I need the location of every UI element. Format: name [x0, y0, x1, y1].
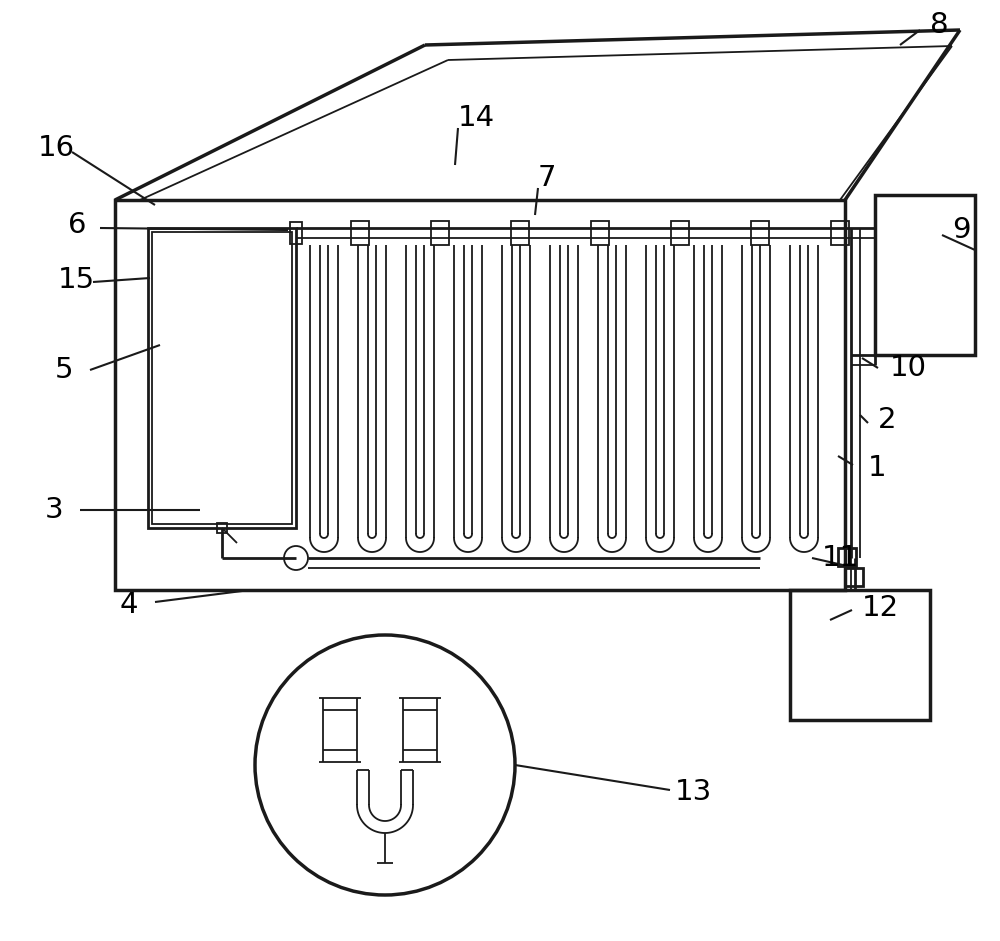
Bar — [431, 221, 449, 245]
Bar — [152, 232, 292, 524]
Text: 16: 16 — [38, 134, 75, 162]
Text: 4: 4 — [120, 591, 138, 619]
Bar — [290, 222, 302, 244]
Bar — [751, 221, 769, 245]
Bar — [838, 548, 856, 566]
Bar — [831, 221, 849, 245]
Text: 6: 6 — [68, 211, 87, 239]
Text: 7: 7 — [538, 164, 556, 192]
Bar — [671, 221, 689, 245]
Bar — [790, 590, 930, 720]
Text: 2: 2 — [878, 406, 896, 434]
Text: 5: 5 — [55, 356, 74, 384]
Text: 9: 9 — [952, 216, 970, 244]
Bar — [591, 221, 609, 245]
Text: 1: 1 — [868, 454, 887, 482]
Text: 8: 8 — [930, 11, 949, 39]
Text: 14: 14 — [458, 104, 495, 132]
Bar — [217, 523, 227, 533]
Bar — [148, 228, 296, 528]
Bar — [351, 221, 369, 245]
Bar — [511, 221, 529, 245]
Text: 10: 10 — [890, 354, 927, 382]
Text: 11: 11 — [822, 544, 859, 572]
Text: 13: 13 — [675, 778, 712, 806]
Bar — [845, 568, 863, 586]
Bar — [875, 195, 975, 355]
Text: 12: 12 — [862, 594, 899, 622]
Text: 3: 3 — [45, 496, 64, 524]
Bar — [115, 200, 845, 590]
Text: 15: 15 — [58, 266, 95, 294]
